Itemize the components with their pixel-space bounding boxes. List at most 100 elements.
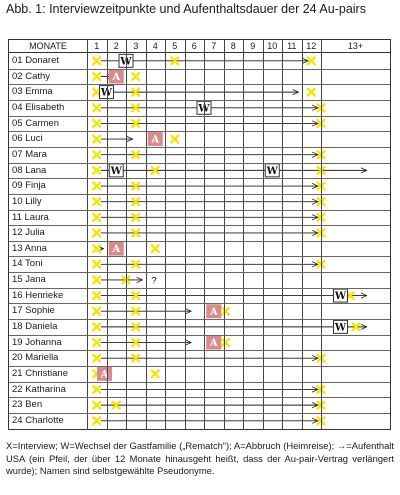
interview-mark bbox=[131, 322, 141, 332]
column-divider bbox=[165, 40, 166, 429]
row-divider bbox=[9, 287, 390, 289]
change-mark-letter: W bbox=[197, 103, 210, 114]
column-divider bbox=[282, 40, 283, 429]
row-name: 15 Jana bbox=[12, 274, 46, 286]
row-name: 16 Henrieke bbox=[12, 289, 64, 301]
row-divider bbox=[9, 412, 390, 414]
row-name: 22 Katharina bbox=[12, 383, 66, 395]
row-divider bbox=[9, 350, 390, 352]
row-name: 12 Julia bbox=[12, 227, 45, 239]
row-divider bbox=[9, 99, 390, 101]
interview-mark bbox=[92, 353, 102, 363]
row-name: 09 Finja bbox=[12, 180, 46, 192]
row-name: 20 Mariella bbox=[12, 352, 59, 364]
interview-mark bbox=[150, 244, 160, 254]
interview-mark bbox=[131, 103, 141, 113]
column-divider bbox=[106, 40, 108, 429]
interview-mark bbox=[92, 275, 102, 285]
change-mark-letter: W bbox=[110, 166, 123, 177]
row-divider bbox=[9, 193, 390, 195]
interview-mark bbox=[170, 134, 180, 144]
abort-mark-letter: A bbox=[100, 369, 109, 380]
header-month-12: 12 bbox=[306, 41, 317, 51]
interview-mark bbox=[92, 150, 102, 160]
interview-mark bbox=[92, 384, 102, 395]
interview-mark bbox=[92, 244, 102, 254]
change-mark-letter: W bbox=[266, 166, 279, 177]
change-mark-box bbox=[333, 319, 348, 334]
interview-mark bbox=[131, 337, 141, 348]
change-mark-letter: W bbox=[334, 322, 347, 333]
row-divider bbox=[9, 303, 390, 305]
header-month-7: 7 bbox=[211, 41, 217, 51]
row-divider bbox=[9, 256, 390, 258]
header-month-8: 8 bbox=[230, 41, 236, 51]
interview-mark bbox=[131, 118, 141, 129]
interview-mark bbox=[131, 197, 141, 207]
abort-mark-box bbox=[206, 304, 222, 319]
row-divider bbox=[9, 84, 390, 86]
abort-mark-box bbox=[206, 335, 222, 350]
interview-mark bbox=[220, 337, 231, 348]
interview-mark bbox=[131, 150, 141, 160]
column-divider bbox=[262, 40, 264, 429]
row-name: 19 Johanna bbox=[12, 336, 62, 348]
interview-mark bbox=[92, 71, 102, 82]
interview-mark bbox=[150, 165, 160, 175]
figure-title: Abb. 1: Interviewzeitpunkte und Aufentha… bbox=[6, 2, 366, 16]
row-name: 06 Luci bbox=[12, 133, 43, 145]
row-divider bbox=[9, 272, 390, 274]
header-month-6: 6 bbox=[191, 41, 197, 51]
column-divider bbox=[126, 40, 127, 429]
interview-mark bbox=[92, 134, 102, 144]
interview-mark bbox=[111, 400, 121, 410]
column-divider bbox=[184, 40, 186, 429]
interview-mark bbox=[92, 56, 102, 66]
row-divider bbox=[9, 209, 390, 211]
row-name: 08 Lana bbox=[12, 164, 47, 176]
header-overflow: 13+ bbox=[347, 41, 364, 51]
unknown-mark: ? bbox=[151, 275, 156, 286]
row-divider bbox=[9, 381, 390, 383]
abort-mark-letter: A bbox=[150, 135, 159, 146]
interview-mark bbox=[150, 369, 160, 379]
row-name: 07 Mara bbox=[12, 148, 47, 160]
interview-mark bbox=[92, 416, 102, 426]
row-name: 01 Donaret bbox=[12, 55, 60, 66]
timeline-table: MONATE 1 2 3 4 5 6 7 8 9 10 11 12 13+ W A W W A W W A? W A W A A… bbox=[8, 39, 391, 430]
abort-mark-box bbox=[97, 366, 113, 381]
header-month-10: 10 bbox=[267, 41, 278, 51]
interview-mark bbox=[92, 322, 102, 332]
interview-mark bbox=[131, 259, 141, 269]
interview-mark bbox=[131, 290, 141, 301]
interview-mark bbox=[131, 87, 141, 97]
change-mark-box bbox=[333, 288, 348, 303]
row-name: 03 Emma bbox=[12, 86, 53, 98]
row-divider bbox=[9, 146, 390, 148]
column-divider bbox=[87, 40, 88, 429]
row-divider bbox=[9, 240, 390, 242]
row-divider bbox=[9, 131, 390, 133]
change-mark-letter: W bbox=[119, 56, 132, 67]
abort-mark-box bbox=[147, 132, 163, 147]
interview-mark bbox=[220, 306, 231, 316]
interview-mark bbox=[92, 337, 102, 348]
row-name: 21 Christiane bbox=[12, 368, 68, 379]
row-divider bbox=[9, 397, 390, 399]
header-month-5: 5 bbox=[172, 41, 178, 51]
interview-mark bbox=[131, 306, 141, 316]
interview-mark bbox=[131, 353, 141, 363]
row-divider bbox=[9, 178, 390, 180]
interview-mark bbox=[306, 56, 316, 66]
column-divider bbox=[301, 40, 303, 429]
table-header: MONATE 1 2 3 4 5 6 7 8 9 10 11 12 13+ bbox=[9, 40, 390, 53]
row-divider bbox=[9, 319, 390, 321]
header-month-3: 3 bbox=[133, 41, 139, 51]
row-divider bbox=[9, 366, 390, 367]
row-name: 11 Laura bbox=[12, 211, 49, 223]
abort-mark-box bbox=[108, 69, 124, 84]
interview-mark bbox=[351, 322, 361, 332]
row-divider bbox=[9, 68, 390, 70]
header-month-9: 9 bbox=[250, 41, 256, 51]
interview-mark bbox=[92, 306, 102, 316]
